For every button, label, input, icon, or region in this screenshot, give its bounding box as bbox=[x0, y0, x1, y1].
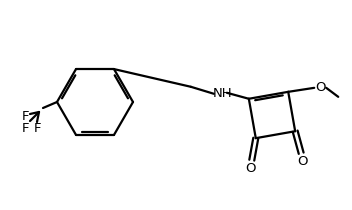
Text: F: F bbox=[21, 122, 29, 134]
Text: F: F bbox=[33, 122, 41, 134]
Text: O: O bbox=[315, 81, 326, 94]
Text: O: O bbox=[246, 162, 256, 175]
Text: O: O bbox=[297, 155, 307, 168]
Text: NH: NH bbox=[213, 87, 233, 100]
Text: F: F bbox=[21, 109, 29, 122]
